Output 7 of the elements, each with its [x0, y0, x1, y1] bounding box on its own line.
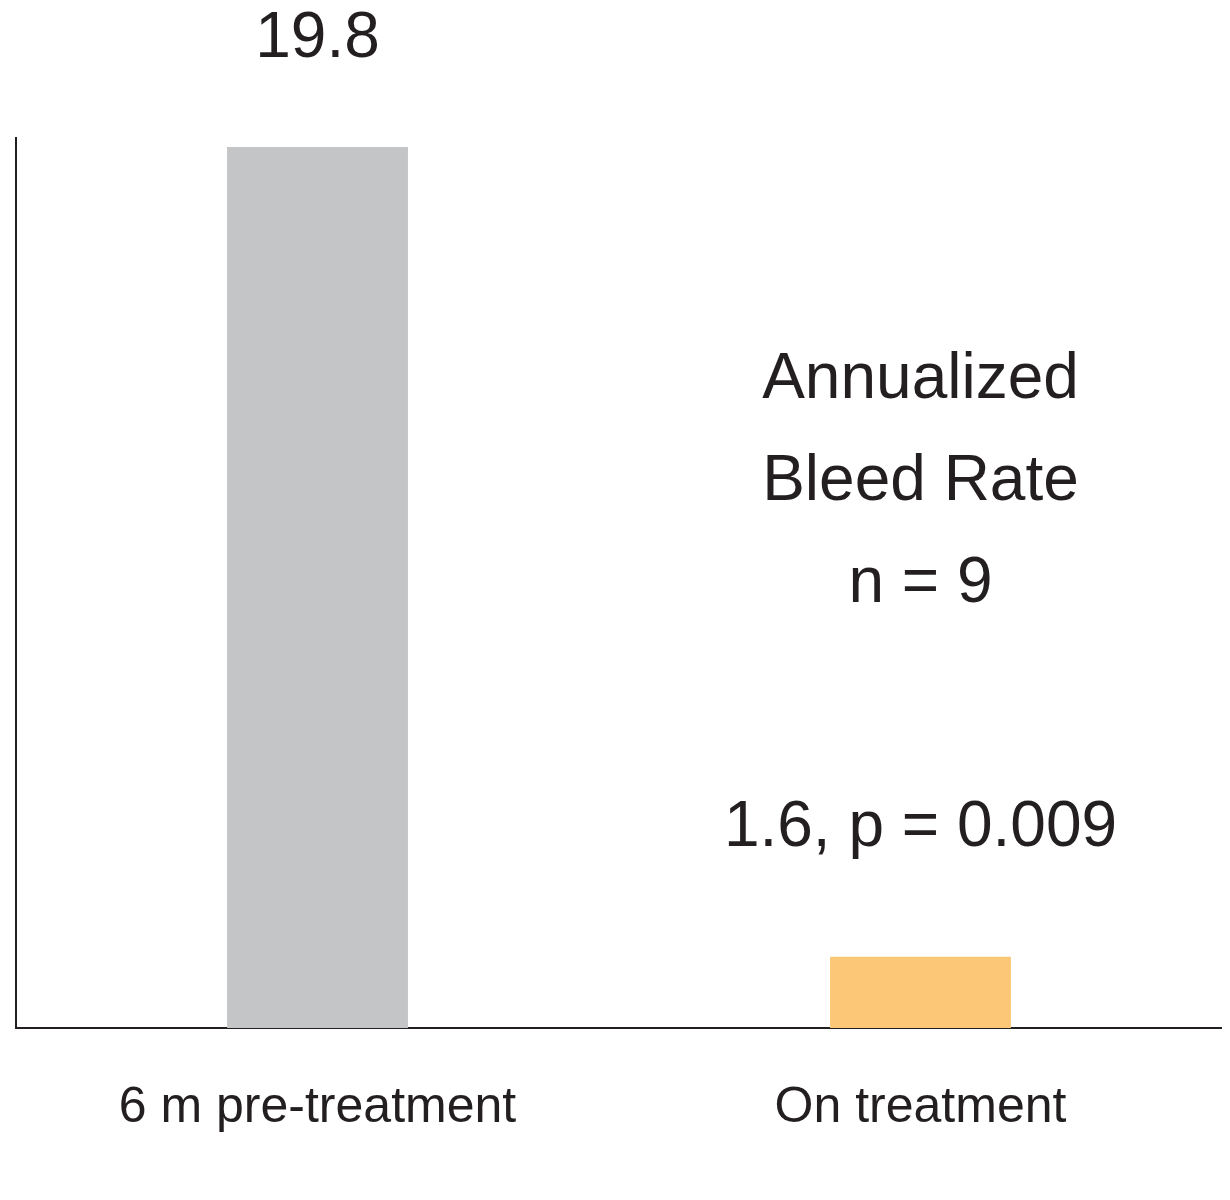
- annotation: Bleed Rate: [762, 442, 1079, 514]
- data-label: 1.6, p = 0.009: [723, 788, 1118, 861]
- data-label: 19.8: [255, 0, 380, 71]
- annotation: n = 9: [848, 544, 993, 616]
- x-tick-label: On treatment: [774, 1076, 1067, 1133]
- x-tick-label: 6 m pre-treatment: [118, 1076, 517, 1133]
- annotation: Annualized: [762, 340, 1079, 412]
